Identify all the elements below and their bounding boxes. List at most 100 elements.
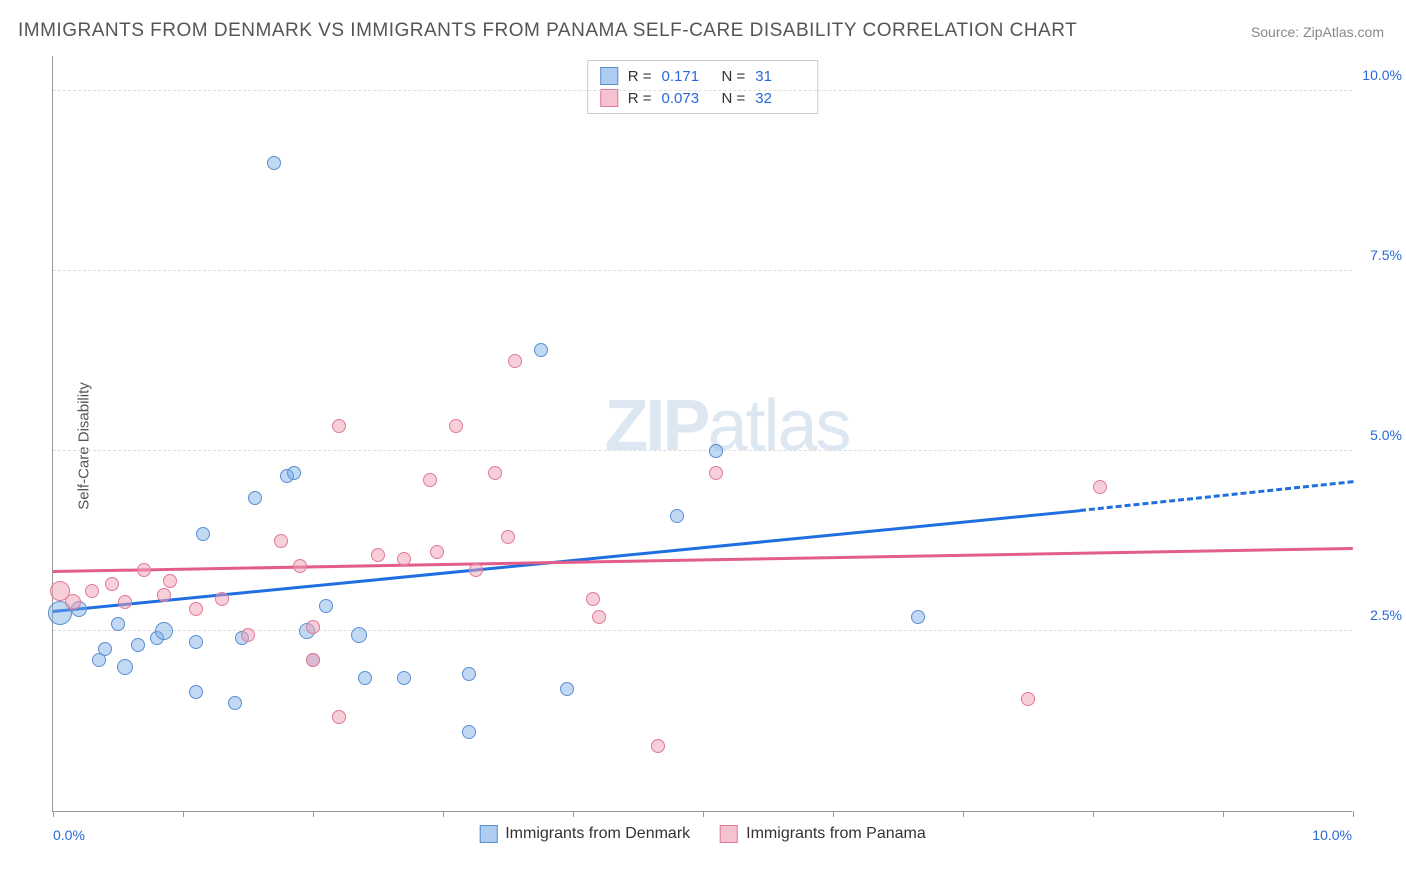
data-point-denmark [319, 599, 333, 613]
data-point-denmark [560, 682, 574, 696]
series-legend-item-panama: Immigrants from Panama [720, 825, 926, 843]
data-point-panama [651, 739, 665, 753]
data-point-panama [430, 545, 444, 559]
legend-n-label: N = [722, 68, 746, 85]
legend-n-value: 31 [755, 68, 805, 85]
data-point-panama [709, 466, 723, 480]
data-point-panama [508, 354, 522, 368]
data-point-panama [1021, 692, 1035, 706]
watermark-atlas: atlas [707, 385, 849, 465]
x-tick [183, 811, 184, 817]
data-point-denmark [189, 635, 203, 649]
data-point-panama [137, 563, 151, 577]
gridline [53, 270, 1352, 271]
trend-line-panama [53, 547, 1353, 573]
series-label: Immigrants from Panama [746, 825, 926, 843]
data-point-panama [469, 563, 483, 577]
legend-swatch-panama [600, 89, 618, 107]
data-point-panama [592, 610, 606, 624]
legend-n-value: 32 [755, 90, 805, 107]
data-point-panama [85, 584, 99, 598]
data-point-denmark [267, 156, 281, 170]
data-point-panama [586, 592, 600, 606]
data-point-denmark [228, 696, 242, 710]
data-point-denmark [248, 491, 262, 505]
x-tick [53, 811, 54, 817]
data-point-panama [449, 419, 463, 433]
data-point-denmark [196, 527, 210, 541]
x-tick [313, 811, 314, 817]
data-point-denmark [98, 642, 112, 656]
y-tick-label: 2.5% [1358, 607, 1402, 623]
y-tick-label: 7.5% [1358, 247, 1402, 263]
data-point-panama [1093, 480, 1107, 494]
legend-row-denmark: R = 0.171 N = 31 [600, 65, 806, 87]
legend-r-value: 0.171 [662, 68, 712, 85]
data-point-panama [274, 534, 288, 548]
data-point-denmark [117, 659, 133, 675]
data-point-denmark [358, 671, 372, 685]
data-point-denmark [534, 343, 548, 357]
gridline [53, 450, 1352, 451]
data-point-panama [332, 710, 346, 724]
data-point-panama [65, 594, 81, 610]
data-point-panama [118, 595, 132, 609]
data-point-panama [488, 466, 502, 480]
x-tick [963, 811, 964, 817]
x-tick [573, 811, 574, 817]
data-point-denmark [111, 617, 125, 631]
legend-r-value: 0.073 [662, 90, 712, 107]
data-point-denmark [155, 622, 173, 640]
data-point-denmark [189, 685, 203, 699]
plot-area: ZIPatlas R =0.171N =31R =0.073N =32 0.0%… [52, 56, 1352, 812]
data-point-denmark [462, 725, 476, 739]
x-tick [1223, 811, 1224, 817]
legend-n-label: N = [722, 90, 746, 107]
data-point-panama [163, 574, 177, 588]
series-label: Immigrants from Denmark [505, 825, 690, 843]
data-point-denmark [287, 466, 301, 480]
legend-swatch-denmark [600, 67, 618, 85]
data-point-denmark [462, 667, 476, 681]
data-point-panama [371, 548, 385, 562]
gridline [53, 90, 1352, 91]
legend-swatch-denmark [479, 825, 497, 843]
x-tick [833, 811, 834, 817]
x-tick [443, 811, 444, 817]
series-legend: Immigrants from Denmark Immigrants from P… [479, 825, 926, 843]
data-point-denmark [397, 671, 411, 685]
chart-title: IMMIGRANTS FROM DENMARK VS IMMIGRANTS FR… [18, 20, 1077, 42]
y-tick-label: 5.0% [1358, 427, 1402, 443]
data-point-denmark [351, 627, 367, 643]
data-point-panama [306, 620, 320, 634]
watermark: ZIPatlas [604, 384, 849, 466]
series-legend-item-denmark: Immigrants from Denmark [479, 825, 690, 843]
legend-swatch-panama [720, 825, 738, 843]
data-point-panama [157, 588, 171, 602]
x-tick [1353, 811, 1354, 817]
data-point-denmark [670, 509, 684, 523]
x-tick [1093, 811, 1094, 817]
data-point-panama [332, 419, 346, 433]
data-point-denmark [131, 638, 145, 652]
data-point-panama [423, 473, 437, 487]
data-point-panama [241, 628, 255, 642]
legend-r-label: R = [628, 90, 652, 107]
data-point-panama [306, 653, 320, 667]
source-attribution: Source: ZipAtlas.com [1251, 24, 1384, 40]
data-point-panama [215, 592, 229, 606]
data-point-panama [397, 552, 411, 566]
legend-r-label: R = [628, 68, 652, 85]
watermark-zip: ZIP [604, 385, 707, 465]
data-point-panama [105, 577, 119, 591]
data-point-denmark [709, 444, 723, 458]
data-point-panama [293, 559, 307, 573]
trend-line-ext-denmark [1080, 480, 1353, 512]
correlation-legend: R = 0.171 N = 31 R = 0.073 N = 32 [587, 60, 819, 114]
y-tick-label: 10.0% [1358, 67, 1402, 83]
x-axis-min-label: 0.0% [53, 827, 85, 843]
data-point-panama [501, 530, 515, 544]
x-axis-max-label: 10.0% [1312, 827, 1352, 843]
x-tick [703, 811, 704, 817]
data-point-denmark [911, 610, 925, 624]
